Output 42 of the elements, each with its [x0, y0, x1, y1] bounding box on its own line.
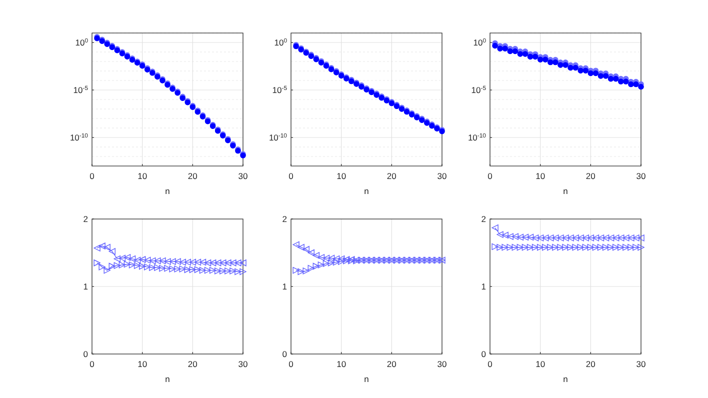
x-tick-label: 10 [536, 359, 546, 369]
x-axis-title: n [364, 186, 370, 196]
y-tick-label: 10$^{-5}$ [73, 85, 89, 95]
x-axis-title: n [165, 374, 170, 384]
x-tick-label: 10 [138, 359, 148, 369]
x-tick-label: 20 [188, 171, 198, 181]
x-axis-title: n [563, 186, 568, 196]
x-tick-label: 20 [188, 359, 198, 369]
y-tick-label: 10$^{0}$ [75, 38, 89, 48]
y-tick-label: 10$^{-10}$ [70, 132, 89, 142]
y-tick-label: 10$^{0}$ [473, 38, 487, 48]
x-tick-label: 10 [138, 171, 148, 181]
y-tick-label: 2 [282, 214, 288, 224]
y-tick-label: 2 [83, 214, 88, 224]
y-tick-label: 0 [83, 349, 88, 359]
x-tick-label: 30 [437, 171, 447, 181]
y-tick-label: 1 [282, 282, 288, 292]
x-tick-label: 20 [386, 171, 397, 181]
x-tick-label: 20 [386, 359, 397, 369]
x-tick-label: 20 [586, 171, 596, 181]
y-tick-label: 10$^{-5}$ [471, 85, 487, 95]
y-tick-label: 0 [481, 349, 486, 359]
x-tick-label: 30 [238, 359, 248, 369]
x-tick-label: 10 [336, 171, 346, 181]
x-tick-label: 10 [536, 171, 546, 181]
x-axis-title: n [364, 374, 370, 384]
x-axis-title: n [165, 186, 170, 196]
x-tick-label: 10 [336, 359, 346, 369]
y-tick-label: 10$^{-5}$ [272, 85, 288, 95]
x-tick-label: 30 [636, 359, 646, 369]
y-tick-label: 0 [282, 349, 288, 359]
y-tick-label: 1 [83, 282, 88, 292]
y-tick-label: 10$^{0}$ [274, 38, 288, 48]
x-tick-label: 30 [437, 359, 447, 369]
y-tick-label: 2 [481, 214, 486, 224]
y-tick-label: 1 [481, 282, 486, 292]
x-tick-label: 30 [238, 171, 248, 181]
x-axis-title: n [563, 374, 568, 384]
x-tick-label: 30 [636, 171, 646, 181]
x-tick-label: 20 [586, 359, 596, 369]
y-tick-label: 10$^{-10}$ [468, 132, 487, 142]
y-tick-label: 10$^{-10}$ [268, 132, 288, 142]
